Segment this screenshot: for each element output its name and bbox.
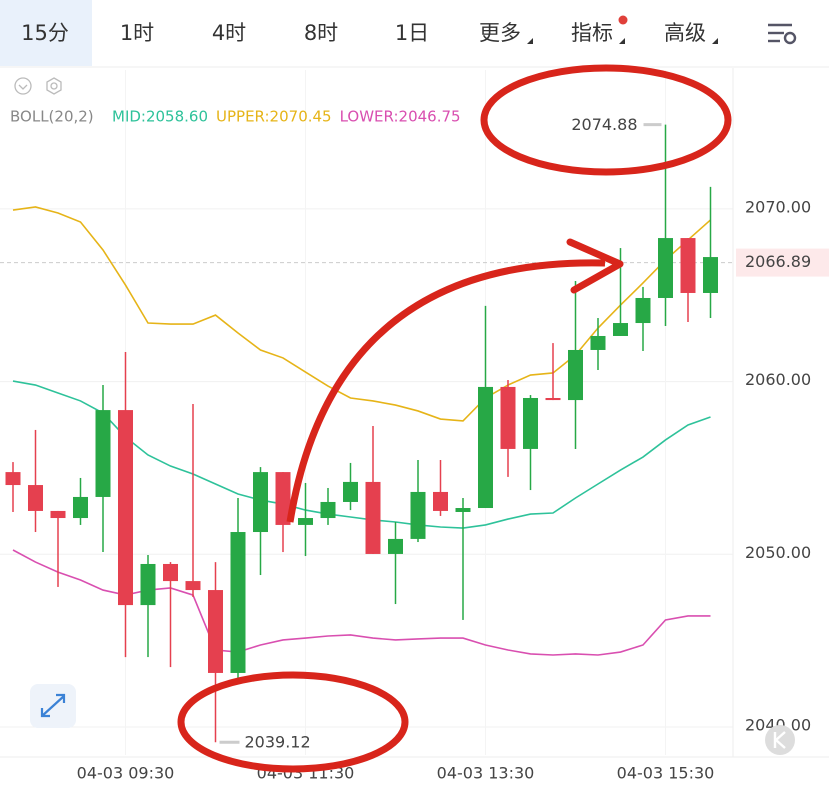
boll-line	[12, 206, 712, 422]
tab[interactable]: 4时	[212, 21, 246, 45]
toolbar	[0, 0, 829, 68]
k-button[interactable]	[765, 725, 795, 755]
candle-body	[568, 349, 583, 401]
legend-entry: UPPER:2070.45	[216, 108, 332, 126]
candle-body	[5, 472, 21, 486]
x-tick-label: 04-03 09:30	[77, 764, 175, 783]
candle-body	[163, 563, 178, 582]
settings-icon[interactable]	[768, 23, 797, 45]
candle-body	[523, 397, 538, 449]
high-label: 2074.88	[571, 115, 637, 134]
candle-body	[680, 238, 696, 293]
dropdown-arrow	[619, 38, 625, 44]
candle-body	[275, 472, 291, 525]
candle-body	[478, 386, 493, 509]
x-tick-label: 04-03 13:30	[437, 764, 535, 783]
candle-body	[658, 238, 673, 298]
candle-body	[230, 532, 246, 673]
red-dot	[618, 15, 628, 25]
candle-body	[388, 538, 403, 554]
plot: 2040.00 2050.00 2060.00 2070.00 04-03 09:30 0…	[0, 70, 829, 783]
candle-body	[185, 581, 201, 591]
y-tick-label: 2050.00	[745, 543, 811, 562]
tab[interactable]: 更多	[479, 21, 521, 45]
candle-body	[455, 508, 471, 512]
tab[interactable]: 1时	[120, 21, 154, 45]
indicator-name: BOLL(20,2)	[10, 108, 94, 126]
candle-body	[433, 491, 448, 511]
tab[interactable]: 1日	[395, 21, 429, 45]
candle-body	[28, 485, 43, 511]
tab[interactable]: 指标	[571, 21, 613, 45]
candle-body	[635, 297, 651, 324]
last-price-box	[736, 248, 829, 277]
dropdown-arrow	[712, 38, 718, 44]
tab[interactable]: 15分	[21, 21, 69, 45]
x-tick-label: 04-03 15:30	[617, 764, 715, 783]
active-tab-bg	[0, 0, 92, 66]
candle-body	[298, 518, 313, 525]
low-label: 2039.12	[245, 733, 311, 752]
candle-body	[140, 563, 156, 606]
candle-body	[590, 335, 606, 350]
candle-body	[208, 590, 223, 673]
legend-entry: MID:2058.60	[112, 108, 208, 126]
candle-body	[73, 496, 88, 519]
candle-body	[410, 491, 426, 539]
expand-button[interactable]	[30, 684, 76, 728]
candle-body	[613, 323, 628, 336]
candle-body	[500, 386, 516, 449]
tab[interactable]: 高级	[664, 21, 706, 45]
candle-body	[545, 397, 561, 401]
candle-body	[118, 410, 133, 606]
y-tick-label: 2070.00	[745, 197, 811, 216]
indicator-icons[interactable]	[14, 77, 62, 95]
y-tick-label: 2040.00	[745, 716, 811, 735]
candle-body	[343, 481, 358, 502]
candle-body	[95, 410, 111, 497]
boll-line	[12, 380, 711, 529]
candle-body	[703, 257, 718, 293]
y-tick-label: 2060.00	[745, 370, 811, 389]
candle-body	[50, 510, 66, 519]
user-drawing	[177, 64, 732, 773]
candle-body	[320, 501, 336, 519]
candle-body	[253, 472, 268, 533]
candle-body	[365, 481, 381, 554]
tab[interactable]: 8时	[304, 21, 338, 45]
last-price-label: 2066.89	[745, 252, 811, 271]
dropdown-arrow	[527, 38, 533, 44]
boll-line	[12, 549, 711, 656]
legend-entry: LOWER:2046.75	[340, 108, 461, 126]
